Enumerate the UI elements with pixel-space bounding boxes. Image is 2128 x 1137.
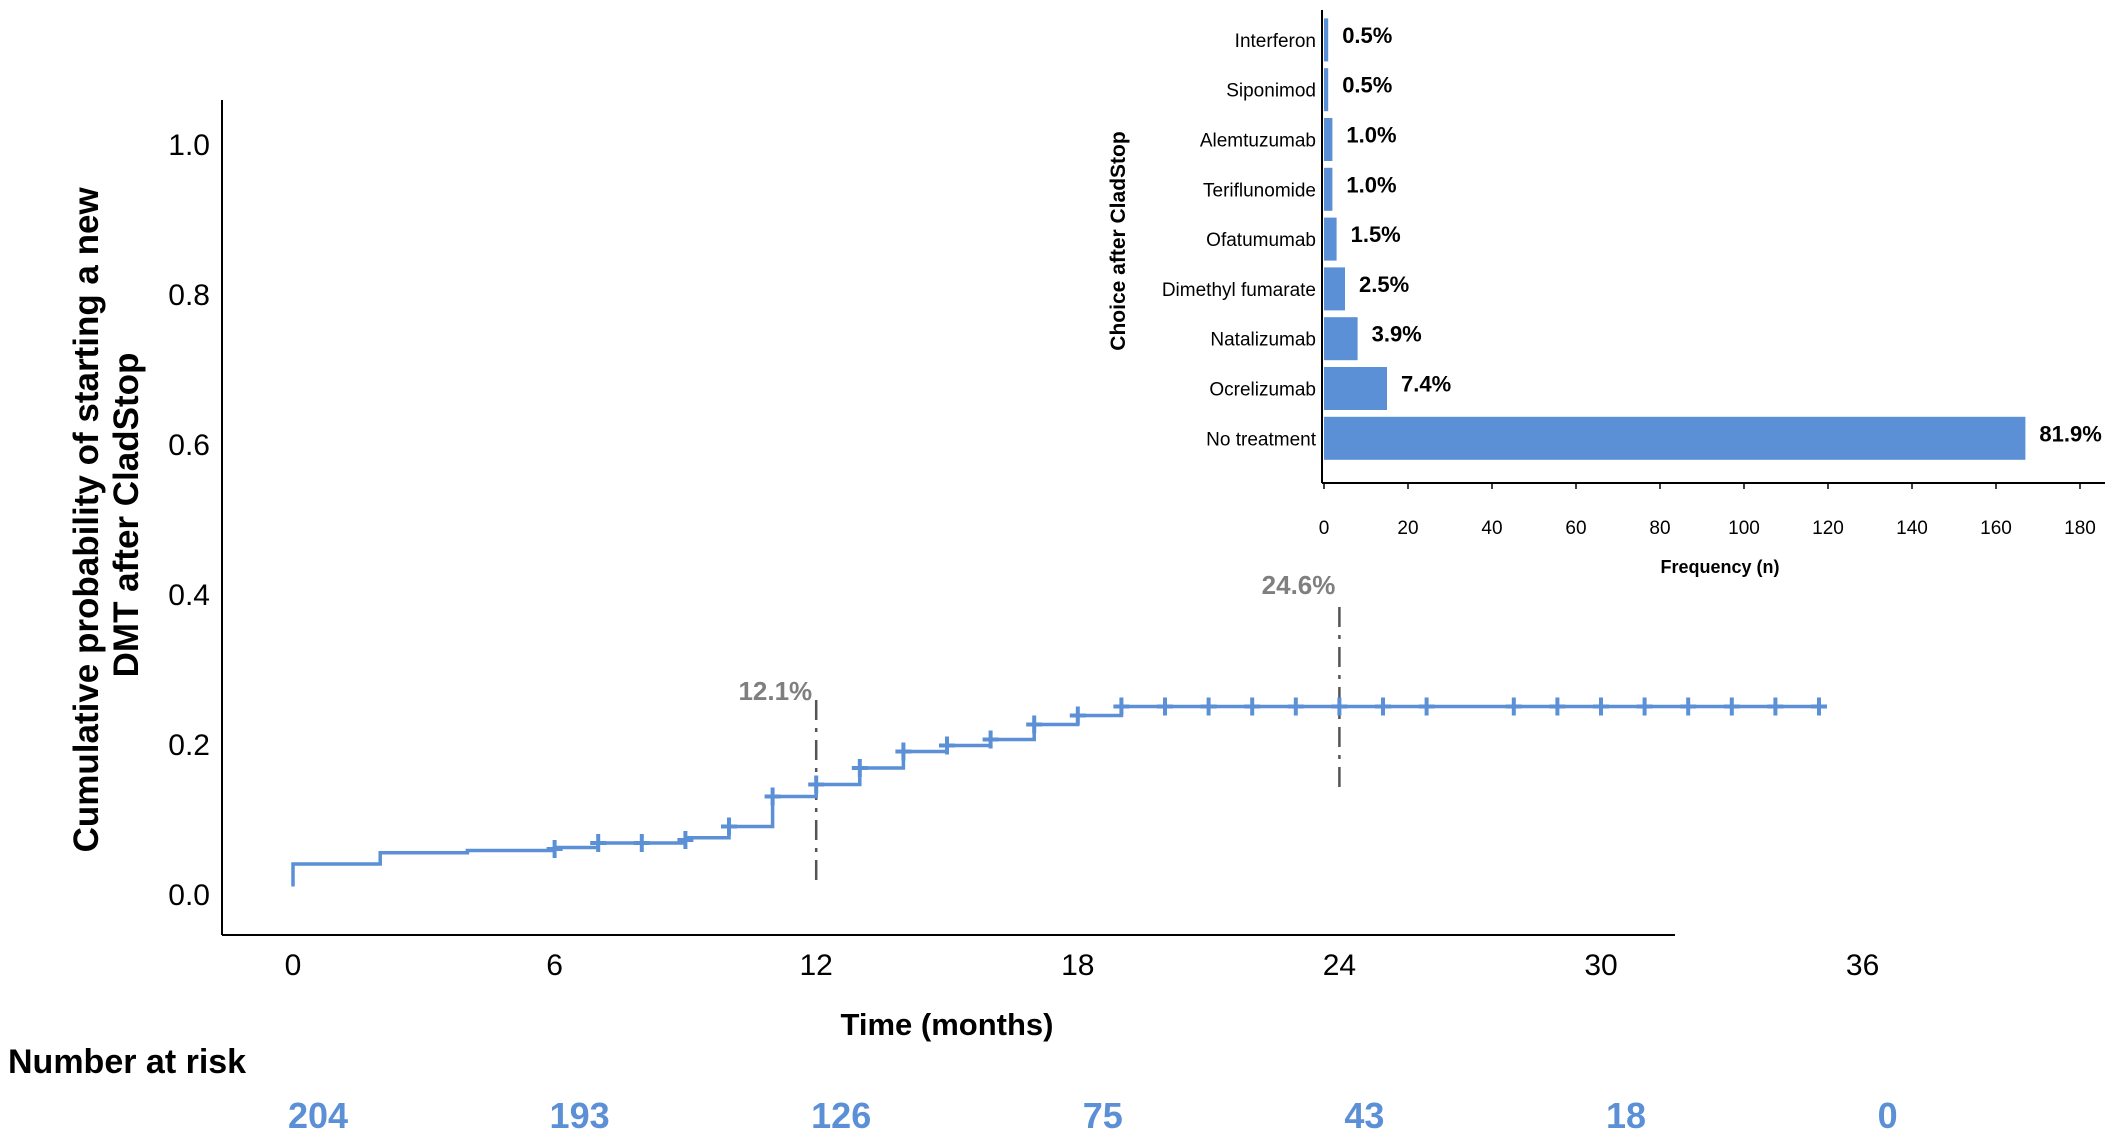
bar — [1324, 267, 1345, 311]
inset-x-tick-label: 40 — [1481, 518, 1502, 539]
inset-x-tick-label: 60 — [1565, 518, 1586, 539]
x-tick-label: 18 — [1061, 949, 1094, 982]
bar-value-label: 81.9% — [2039, 421, 2101, 446]
category-label: No treatment — [1206, 429, 1317, 450]
y-tick-label: 0.8 — [168, 279, 210, 312]
risk-count: 193 — [550, 1095, 610, 1136]
censor-mark — [1680, 697, 1697, 716]
risk-count: 43 — [1344, 1095, 1384, 1136]
category-label: Teriflunomide — [1203, 180, 1316, 201]
category-label: Siponimod — [1226, 81, 1316, 102]
censor-mark — [1287, 697, 1304, 716]
reference-label: 12.1% — [738, 676, 812, 706]
bar-value-label: 3.9% — [1372, 322, 1422, 347]
category-label: Interferon — [1235, 31, 1316, 52]
risk-count: 126 — [811, 1095, 871, 1136]
censor-mark — [1113, 697, 1130, 716]
inset-x-tick-label: 140 — [1896, 518, 1928, 539]
inset-x-tick-label: 160 — [1980, 518, 2012, 539]
bar — [1324, 68, 1329, 112]
bar — [1324, 18, 1329, 62]
risk-count: 18 — [1606, 1095, 1646, 1136]
inset-x-tick-label: 80 — [1649, 518, 1670, 539]
y-axis-title-line-1: Cumulative probability of starting a new — [67, 187, 106, 853]
censor-mark — [851, 759, 868, 777]
censor-mark — [633, 834, 650, 852]
censor-mark — [1331, 697, 1348, 716]
censor-mark — [1549, 697, 1566, 716]
censor-mark — [1026, 715, 1043, 734]
x-tick-label: 6 — [546, 949, 563, 982]
category-label: Dimethyl fumarate — [1162, 280, 1316, 301]
censor-mark — [546, 840, 563, 858]
risk-table-title: Number at risk — [8, 1043, 246, 1081]
censor-mark — [590, 834, 607, 852]
bar-value-label: 0.5% — [1342, 73, 1392, 98]
bar — [1324, 367, 1387, 410]
x-tick-label: 12 — [800, 949, 833, 982]
bar — [1324, 416, 2026, 460]
category-label: Ofatumumab — [1206, 230, 1316, 251]
inset-chart: Interferon 0.5% Siponimod 0.5% Alemtuzumab 1.… — [1107, 10, 2105, 577]
inset-y-axis-title: Choice after CladStop — [1107, 131, 1130, 350]
risk-count: 0 — [1878, 1095, 1898, 1136]
censor-mark — [1244, 697, 1261, 716]
censor-mark — [1375, 697, 1391, 716]
censor-mark — [1593, 697, 1609, 716]
censor-mark — [1418, 697, 1435, 716]
y-tick-label: 0.2 — [168, 729, 210, 762]
censor-mark — [808, 775, 825, 794]
inset-x-axis-title: Frequency (n) — [1660, 557, 1779, 577]
inset-x-tick-label: 180 — [2064, 518, 2096, 539]
bar-value-label: 1.0% — [1346, 172, 1396, 197]
bar — [1324, 317, 1358, 361]
bar-value-label: 1.0% — [1346, 123, 1396, 148]
censor-mark — [1723, 697, 1740, 716]
category-label: Ocrelizumab — [1209, 380, 1316, 401]
censor-mark — [1200, 697, 1217, 716]
inset-x-tick-label: 120 — [1812, 518, 1844, 539]
risk-count: 204 — [288, 1095, 348, 1136]
censor-mark — [1636, 697, 1653, 716]
censor-mark — [677, 831, 694, 849]
cumulative-incidence-line — [291, 704, 1819, 887]
category-label: Alemtuzumab — [1200, 131, 1316, 152]
bar-value-label: 1.5% — [1351, 222, 1401, 247]
x-axis-title: Time (months) — [841, 1007, 1054, 1042]
main-chart: 0.0 0.2 0.4 0.6 0.8 1.0 0 6 12 18 24 30 36 12.1% 24.… — [8, 100, 1898, 1136]
y-axis-title-line-2: DMT after CladStop — [107, 353, 146, 678]
y-axis-title: Cumulative probability of starting a new… — [67, 178, 146, 853]
censor-mark — [721, 817, 737, 836]
censor-mark — [1767, 697, 1784, 716]
inset-x-tick-label: 100 — [1728, 518, 1760, 539]
category-label: Natalizumab — [1210, 330, 1316, 351]
risk-count: 75 — [1083, 1095, 1123, 1136]
y-tick-label: 1.0 — [168, 129, 210, 162]
bar — [1324, 167, 1333, 211]
x-tick-label: 30 — [1584, 949, 1617, 982]
inset-x-tick-label: 0 — [1319, 518, 1330, 539]
y-tick-label: 0.4 — [168, 579, 210, 612]
censor-mark — [939, 736, 955, 755]
x-tick-label: 36 — [1846, 949, 1879, 982]
censor-mark — [1811, 697, 1827, 716]
bar-value-label: 7.4% — [1401, 372, 1451, 397]
x-tick-label: 24 — [1323, 949, 1356, 982]
y-tick-label: 0.6 — [168, 429, 210, 462]
censor-mark — [1157, 697, 1173, 716]
reference-label: 24.6% — [1262, 570, 1336, 600]
bar — [1324, 217, 1337, 261]
censor-mark — [1069, 706, 1086, 725]
x-tick-label: 0 — [285, 949, 302, 982]
censor-mark — [895, 742, 912, 761]
censor-mark — [764, 787, 781, 806]
y-tick-label: 0.0 — [168, 879, 210, 912]
bar-value-label: 0.5% — [1342, 23, 1392, 48]
bar-value-label: 2.5% — [1359, 272, 1409, 297]
bar — [1324, 118, 1333, 161]
inset-x-tick-label: 20 — [1397, 518, 1418, 539]
censor-mark — [982, 730, 999, 749]
censor-mark — [1505, 697, 1522, 716]
